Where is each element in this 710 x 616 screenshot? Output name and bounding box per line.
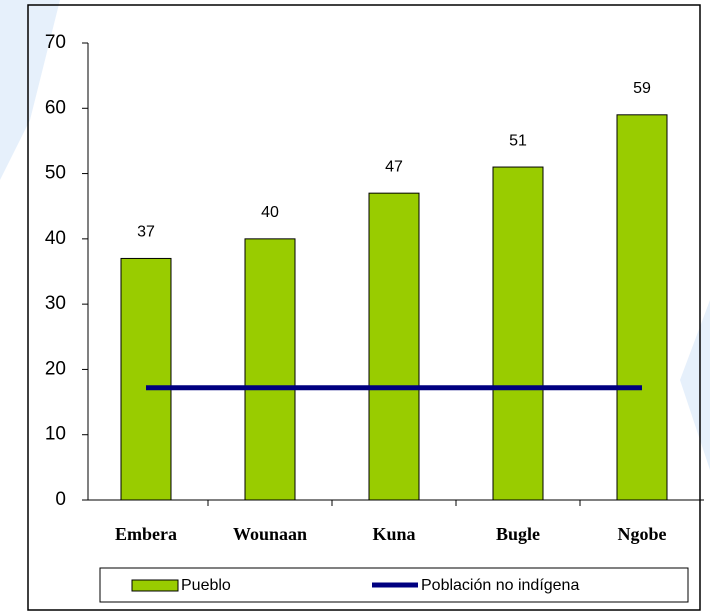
y-tick-label: 50 xyxy=(45,163,66,184)
y-tick-label: 30 xyxy=(45,293,66,314)
y-tick-label: 10 xyxy=(45,424,66,445)
bar xyxy=(492,166,544,501)
data-label: 47 xyxy=(385,158,403,175)
data-label: 40 xyxy=(261,204,279,221)
legend-swatch xyxy=(131,579,179,592)
y-tick-label: 60 xyxy=(45,97,66,118)
x-tick-label: Kuna xyxy=(372,524,415,544)
background-shape xyxy=(0,0,60,180)
bar xyxy=(244,238,296,501)
x-tick-label: Embera xyxy=(115,524,177,544)
x-tick-label: Ngobe xyxy=(618,524,667,544)
legend-label: Pueblo xyxy=(181,577,231,594)
data-label: 51 xyxy=(509,132,527,149)
bar xyxy=(368,192,420,501)
y-tick-label: 0 xyxy=(55,489,66,510)
bar xyxy=(616,114,668,501)
x-tick-label: Wounaan xyxy=(233,524,307,544)
legend-label: Población no indígena xyxy=(421,577,579,594)
x-tick-label: Bugle xyxy=(496,524,540,544)
bar xyxy=(120,257,172,501)
chart-frame xyxy=(27,4,701,611)
data-label: 59 xyxy=(633,80,651,97)
y-tick-label: 20 xyxy=(45,358,66,379)
legend-box xyxy=(99,567,689,603)
background-shape xyxy=(680,300,710,470)
y-tick-label: 70 xyxy=(45,32,66,53)
data-label: 37 xyxy=(137,224,155,241)
y-tick-label: 40 xyxy=(45,228,66,249)
